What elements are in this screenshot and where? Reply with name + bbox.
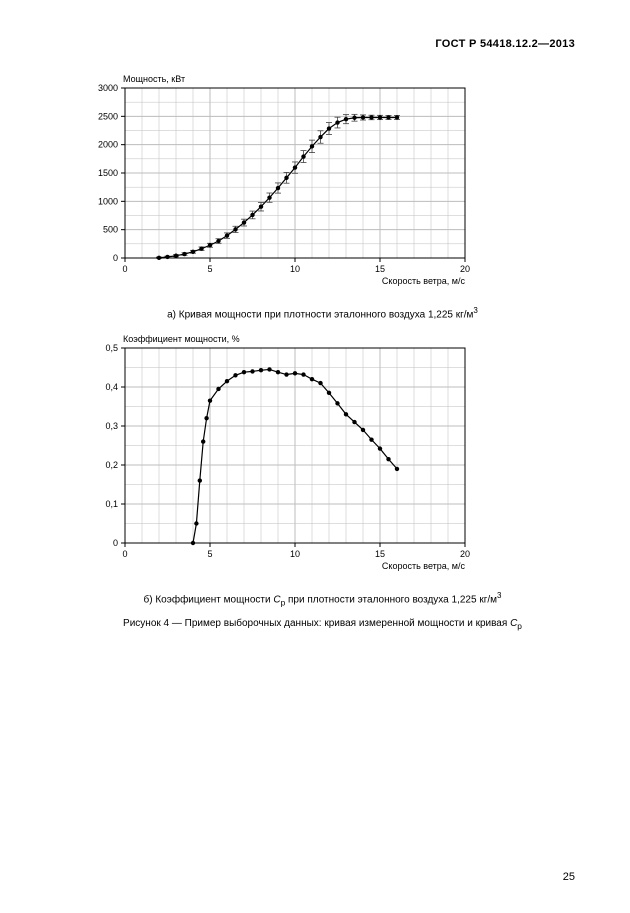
chart-a-subcaption-text: a) Кривая мощности при плотности эталонн… (167, 309, 473, 320)
chart-a-subcaption-sup: 3 (473, 306, 477, 315)
svg-text:0: 0 (113, 253, 118, 263)
doc-header: ГОСТ Р 54418.12.2—2013 (435, 38, 575, 50)
chart-b: 0 5 10 15 20 0 0,1 0,2 0,3 0,4 0,5 Коэффициент мощн… (70, 330, 490, 580)
svg-text:1000: 1000 (98, 196, 118, 206)
svg-text:20: 20 (460, 264, 470, 274)
svg-text:0,2: 0,2 (105, 460, 118, 470)
svg-text:5: 5 (207, 549, 212, 559)
svg-text:0,3: 0,3 (105, 421, 118, 431)
svg-text:1500: 1500 (98, 168, 118, 178)
svg-text:0,1: 0,1 (105, 499, 118, 509)
svg-text:Коэффициент мощности, %: Коэффициент мощности, % (123, 334, 240, 344)
svg-text:500: 500 (103, 225, 118, 235)
svg-text:Скорость ветра, м/с: Скорость ветра, м/с (382, 276, 466, 286)
chart-b-subcaption: б) Коэффициент мощности Cp при плотности… (70, 591, 575, 607)
page: ГОСТ Р 54418.12.2—2013 05101520050010001… (0, 0, 630, 913)
svg-text:10: 10 (290, 549, 300, 559)
chart-a: 0 5 10 15 20 0 500 1000 1500 2000 2500 3000 Мощность… (70, 70, 490, 295)
svg-text:3000: 3000 (98, 83, 118, 93)
figure-caption: Рисунок 4 — Пример выборочных данных: кр… (70, 618, 575, 631)
svg-text:0,4: 0,4 (105, 382, 118, 392)
svg-text:Мощность, кВт: Мощность, кВт (123, 74, 185, 84)
svg-text:15: 15 (375, 264, 385, 274)
svg-text:20: 20 (460, 549, 470, 559)
figure-4: 05101520050010001500200025003000Мощность… (70, 70, 575, 631)
chart-a-subcaption: a) Кривая мощности при плотности эталонн… (70, 306, 575, 320)
svg-text:0: 0 (122, 264, 127, 274)
svg-text:0,5: 0,5 (105, 343, 118, 353)
svg-text:0: 0 (113, 538, 118, 548)
svg-text:5: 5 (207, 264, 212, 274)
svg-text:2500: 2500 (98, 111, 118, 121)
svg-text:0: 0 (122, 549, 127, 559)
svg-text:Скорость ветра, м/с: Скорость ветра, м/с (382, 561, 466, 571)
svg-text:15: 15 (375, 549, 385, 559)
page-number: 25 (563, 871, 575, 883)
chart-a-block: 0 5 10 15 20 0 500 1000 1500 2000 2500 3000 Мощность… (70, 70, 575, 320)
chart-b-block: 0 5 10 15 20 0 0,1 0,2 0,3 0,4 0,5 Коэффициент мощн… (70, 330, 575, 607)
svg-text:2000: 2000 (98, 140, 118, 150)
svg-text:10: 10 (290, 264, 300, 274)
